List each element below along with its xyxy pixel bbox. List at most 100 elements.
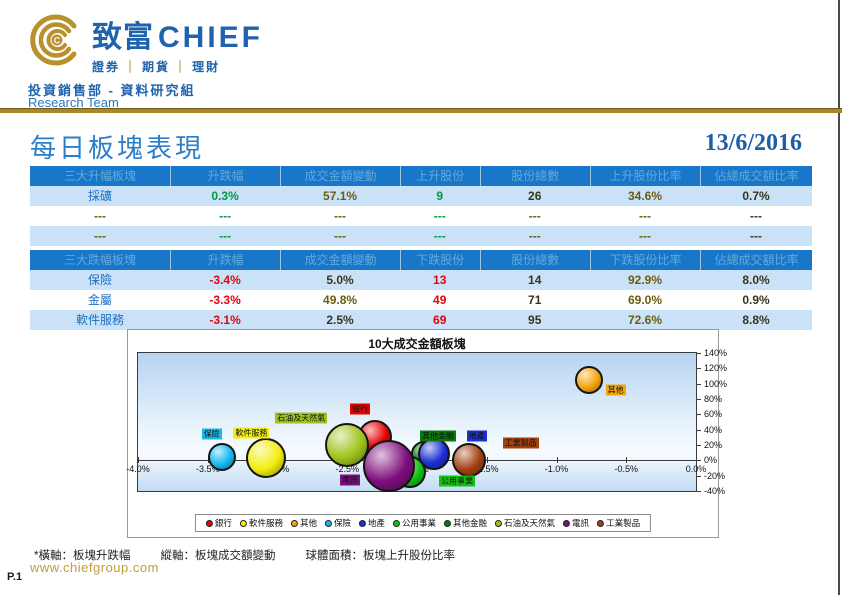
table-cell: 0.7%: [742, 189, 770, 203]
table-cell: -3.3%: [209, 293, 241, 307]
table-row: 保險 -3.4% 5.0% 13 14 92.9% 8.0%: [30, 270, 812, 290]
table-cell: ---: [528, 229, 541, 243]
y-tick-label: 60%: [704, 409, 723, 420]
table-cell: 49.8%: [323, 293, 358, 307]
chart-plot-area: -4.0%-3.5%-3.0%-2.5%-2.0%-1.5%-1.0%-0.5%…: [126, 348, 727, 496]
service-label: 期貨: [142, 60, 171, 74]
legend-label: 軟件服務: [248, 518, 283, 528]
x-tick-label: -1.5%: [474, 464, 499, 475]
table-header-cell: 下跌股份比率: [589, 250, 700, 270]
bubble-label-石油及天然氣: 石油及天然氣: [275, 412, 328, 424]
legend-item: 工業製品: [597, 517, 640, 529]
brand-block: 致富 CHIEF 證券｜期貨｜理財: [92, 12, 263, 75]
legend-dot-icon: [444, 519, 452, 527]
x-tick-mark: [556, 457, 558, 464]
table-cell: 13: [433, 273, 447, 287]
table-header-cell: 成交金額變動: [280, 250, 400, 270]
table-cell: 14: [528, 273, 542, 287]
department-label: 投資銷售部 - 資料研究組: [28, 83, 196, 98]
header-divider: [0, 108, 842, 113]
table-header-cell: 上升股份: [399, 166, 480, 186]
table-row: 採礦 0.3% 57.1% 9 26 34.6% 0.7%: [30, 186, 812, 206]
x-tick-mark: [138, 457, 139, 464]
y-tick-label: -20%: [704, 470, 726, 481]
table-row: 金屬 -3.3% 49.8% 49 71 69.0% 0.9%: [30, 290, 812, 310]
table-header-cell: 股份總數: [479, 166, 590, 186]
page-right-border: [838, 0, 840, 595]
table-row: --- --- --- --- --- --- ---: [30, 226, 812, 246]
legend-item: 其他: [290, 517, 317, 529]
table-cell: 採礦: [87, 189, 112, 203]
y-tick-label: 100%: [704, 378, 728, 389]
services-separator: ｜: [124, 60, 139, 74]
legend-item: 電訊: [563, 517, 589, 529]
table-cell: -3.1%: [209, 313, 241, 327]
legend-dot-icon: [563, 519, 571, 527]
svg-text:C: C: [54, 36, 61, 46]
services-separator: ｜: [174, 60, 189, 74]
brand-name-english: CHIEF: [158, 21, 263, 54]
table-cell: ---: [528, 209, 541, 223]
x-tick-mark: [486, 457, 488, 464]
brand-services: 證券｜期貨｜理財: [92, 58, 263, 75]
x-tick-label: -1.0%: [544, 464, 569, 475]
table-cell: 8.8%: [742, 313, 770, 327]
legend-label: 銀行: [214, 518, 232, 528]
table-cell: ---: [750, 229, 763, 243]
page-title: 每日板塊表現: [30, 133, 205, 163]
website-link[interactable]: www.chiefgroup.com: [30, 560, 159, 575]
table-cell: ---: [93, 229, 106, 243]
bubble-工業製品: [451, 443, 486, 478]
legend-label: 其他金融: [453, 518, 488, 528]
y-tick-mark: [696, 368, 701, 370]
table-cell: 26: [528, 189, 542, 203]
legend-item: 石油及天然氣: [495, 517, 555, 529]
legend-item: 地產: [358, 517, 385, 529]
legend-item: 保險: [324, 517, 351, 529]
brand-name-chinese: 致富: [92, 21, 154, 54]
x-tick-label: -3.5%: [195, 464, 220, 475]
legend-dot-icon: [239, 519, 247, 527]
legend-label: 石油及天然氣: [504, 518, 556, 528]
bubble-label-電訊: 電訊: [340, 474, 361, 486]
table-cell: ---: [433, 209, 446, 223]
y-tick-label: 80%: [704, 394, 723, 404]
y-tick-label: -40%: [704, 486, 726, 496]
company-logo: C 致富 CHIEF 證券｜期貨｜理財: [28, 12, 263, 75]
table-header-cell: 股份總數: [479, 250, 590, 270]
legend-item: 銀行: [205, 517, 232, 529]
table-cell: 軟件服務: [75, 313, 124, 327]
legend-dot-icon: [290, 519, 298, 527]
x-tick-label: -0.5%: [614, 464, 639, 475]
research-team-label: Research Team: [28, 95, 119, 110]
top-gainers-table: 三大升幅板塊 升跌幅 成交金額變動 上升股份 股份總數 上升股份比率 佔總成交額比率採礦 0.…: [30, 166, 812, 246]
legend-label: 其他: [299, 518, 317, 528]
legend-dot-icon: [495, 519, 503, 527]
table-cell: ---: [93, 209, 106, 223]
table-cell: ---: [750, 209, 763, 223]
y-tick-label: 20%: [704, 440, 723, 450]
x-tick-label: -2.5%: [335, 464, 360, 475]
table-cell: 0.9%: [742, 293, 770, 307]
bubble-label-保險: 保險: [201, 428, 222, 439]
table-cell: 9: [436, 189, 444, 203]
table-header-cell: 三大跌幅板塊: [63, 253, 136, 267]
bubble-軟件服務: [246, 438, 287, 479]
x-tick-label: -4.0%: [126, 464, 150, 475]
y-tick-mark: [696, 399, 701, 400]
table-row: --- --- --- --- --- --- ---: [30, 206, 812, 226]
bubble-chart: 10大成交金額板塊 -4.0%-3.5%-3.0%-2.5%-2.0%-1.5%…: [126, 329, 727, 538]
table-cell: 0.3%: [211, 189, 239, 203]
table-cell: ---: [219, 229, 232, 243]
service-label: 證券: [92, 60, 121, 74]
table-header-row: 三大升幅板塊 升跌幅 成交金額變動 上升股份 股份總數 上升股份比率 佔總成交額比率: [30, 166, 812, 186]
footnote-bubble-area: 球體面積：板塊上升股份比率: [305, 550, 455, 562]
legend-dot-icon: [393, 519, 400, 527]
table-header-cell: 佔總成交額比率: [700, 250, 812, 270]
table-cell: 5.0%: [326, 273, 354, 287]
table-cell: 92.9%: [627, 273, 662, 287]
table-header-cell: 下跌股份: [399, 250, 480, 270]
x-tick-mark: [626, 457, 628, 464]
bubble-地產: [417, 438, 450, 471]
